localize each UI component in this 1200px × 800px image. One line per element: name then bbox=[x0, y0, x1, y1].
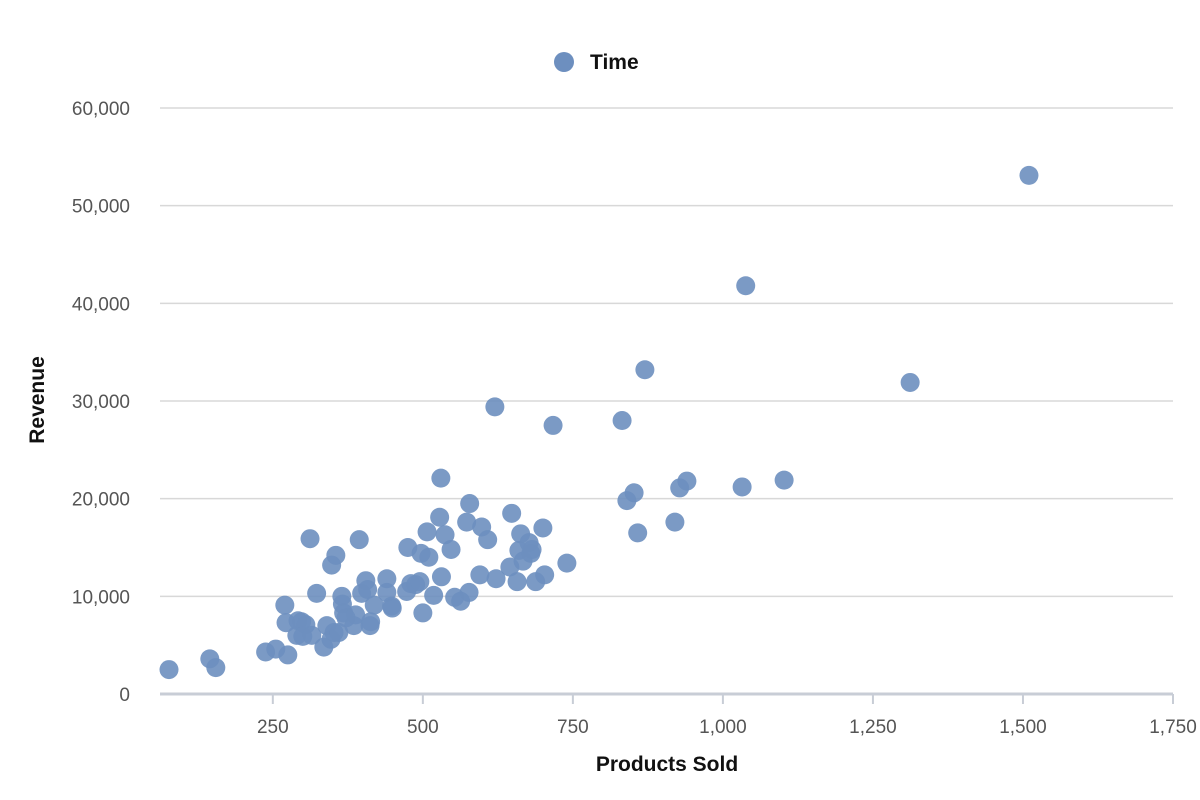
scatter-point bbox=[361, 612, 381, 632]
x-tick-label: 250 bbox=[257, 717, 289, 738]
scatter-point bbox=[377, 569, 397, 589]
y-tick-label: 0 bbox=[119, 685, 130, 706]
y-tick-label: 30,000 bbox=[72, 392, 130, 413]
x-axis-title: Products Sold bbox=[596, 753, 738, 776]
scatter-point bbox=[349, 530, 369, 550]
scatter-point bbox=[307, 583, 327, 603]
scatter-point bbox=[732, 477, 752, 497]
scatter-point bbox=[457, 512, 477, 532]
gridlines bbox=[160, 107, 1173, 598]
x-axis: 250 500 750 1,000 1,250 1,500 1,750 bbox=[160, 692, 1197, 738]
scatter-point bbox=[206, 658, 226, 678]
scatter-point bbox=[431, 567, 451, 587]
scatter-point bbox=[419, 547, 439, 567]
scatter-point bbox=[485, 397, 505, 417]
x-tick-label: 1,750 bbox=[1149, 717, 1197, 738]
legend-marker-time bbox=[554, 52, 574, 72]
scatter-point bbox=[417, 522, 437, 542]
x-tick-label: 750 bbox=[557, 717, 589, 738]
scatter-point bbox=[460, 494, 480, 514]
scatter-point bbox=[326, 545, 346, 565]
scatter-point bbox=[1019, 165, 1039, 185]
x-tick-label: 1,500 bbox=[999, 717, 1047, 738]
y-tick-label: 20,000 bbox=[72, 490, 130, 511]
y-axis: 0 10,000 20,000 30,000 40,000 50,000 60,000 bbox=[72, 99, 130, 706]
scatter-point bbox=[665, 512, 685, 532]
scatter-point bbox=[535, 565, 555, 585]
scatter-point bbox=[470, 565, 490, 585]
scatter-point bbox=[900, 372, 920, 392]
scatter-point bbox=[677, 471, 697, 491]
scatter-point bbox=[507, 572, 527, 592]
scatter-point bbox=[364, 595, 384, 615]
y-tick-label: 40,000 bbox=[72, 294, 130, 315]
scatter-point bbox=[435, 525, 455, 545]
y-tick-label: 10,000 bbox=[72, 587, 130, 608]
scatter-point bbox=[410, 572, 430, 592]
scatter-point bbox=[382, 598, 402, 618]
scatter-point bbox=[502, 503, 522, 523]
y-tick-label: 50,000 bbox=[72, 197, 130, 218]
scatter-point bbox=[431, 468, 451, 488]
scatter-point bbox=[424, 585, 444, 605]
scatter-point bbox=[346, 605, 366, 625]
scatter-point bbox=[358, 579, 378, 599]
scatter-point bbox=[628, 523, 648, 543]
legend-label-time: Time bbox=[590, 51, 639, 74]
scatter-point bbox=[459, 582, 479, 602]
scatter-point bbox=[478, 530, 498, 550]
scatter-point bbox=[533, 518, 553, 538]
scatter-point bbox=[275, 595, 295, 615]
scatter-point bbox=[624, 483, 644, 503]
legend: Time bbox=[554, 51, 639, 74]
scatter-point bbox=[774, 470, 794, 490]
x-tick-label: 500 bbox=[407, 717, 439, 738]
scatter-point bbox=[612, 411, 632, 431]
scatter-point bbox=[413, 603, 433, 623]
scatter-point bbox=[329, 622, 349, 642]
scatter-point bbox=[430, 507, 450, 527]
scatter-point bbox=[159, 660, 179, 680]
scatter-point bbox=[300, 529, 320, 549]
scatter-points bbox=[159, 165, 1039, 680]
x-tick-label: 1,250 bbox=[849, 717, 897, 738]
scatter-point bbox=[736, 276, 756, 296]
scatter-point bbox=[635, 360, 655, 380]
scatter-point bbox=[278, 645, 298, 665]
x-tick-label: 1,000 bbox=[699, 717, 747, 738]
scatter-point bbox=[543, 415, 563, 435]
y-tick-label: 60,000 bbox=[72, 99, 130, 120]
scatter-point bbox=[441, 539, 461, 559]
y-axis-title: Revenue bbox=[26, 356, 49, 444]
scatter-point bbox=[522, 539, 542, 559]
scatter-point bbox=[486, 569, 506, 589]
scatter-point bbox=[557, 553, 577, 573]
scatter-point bbox=[302, 625, 322, 645]
